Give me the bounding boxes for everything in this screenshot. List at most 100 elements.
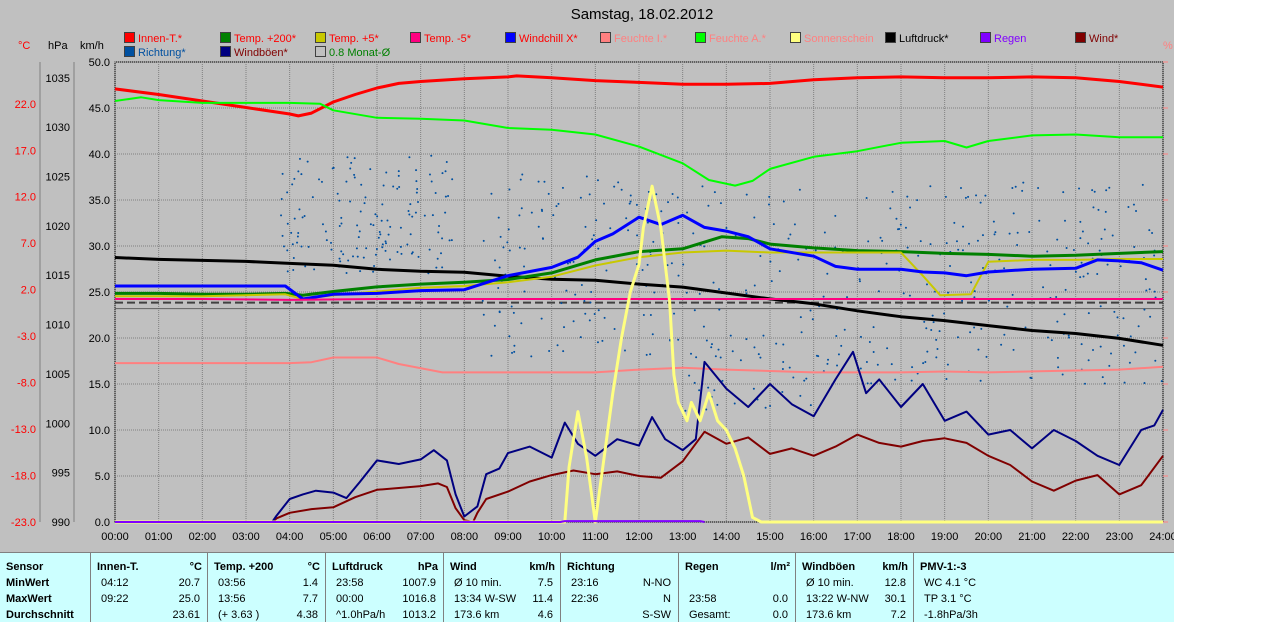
direction-point bbox=[523, 247, 526, 250]
direction-point bbox=[1024, 326, 1027, 329]
direction-point bbox=[1132, 203, 1135, 206]
direction-point bbox=[281, 234, 284, 237]
direction-point bbox=[498, 311, 501, 314]
direction-point bbox=[858, 280, 861, 283]
direction-point bbox=[1080, 343, 1083, 346]
stats-value: 11.4 bbox=[532, 593, 553, 605]
stats-header: Luftdruck bbox=[332, 561, 383, 573]
temp_c-tick-label: 7.0 bbox=[21, 238, 36, 250]
direction-point bbox=[561, 186, 564, 189]
direction-point bbox=[378, 231, 381, 234]
direction-point bbox=[440, 252, 443, 255]
direction-point bbox=[973, 290, 976, 293]
direction-point bbox=[935, 338, 938, 341]
direction-point bbox=[906, 195, 909, 198]
direction-point bbox=[1153, 254, 1156, 257]
temp_c-tick-label: -8.0 bbox=[17, 378, 36, 390]
direction-point bbox=[399, 245, 402, 248]
legend-label: Richtung* bbox=[138, 47, 186, 59]
legend-swatch bbox=[505, 32, 516, 43]
direction-point bbox=[628, 202, 631, 205]
wind_kmh-tick-label: 20.0 bbox=[89, 333, 110, 345]
direction-point bbox=[379, 233, 382, 236]
direction-point bbox=[973, 296, 976, 299]
direction-point bbox=[1003, 267, 1006, 270]
stats-cell: (+ 3.63 ) bbox=[218, 609, 260, 621]
direction-point bbox=[359, 210, 362, 213]
direction-point bbox=[789, 233, 792, 236]
stats-cell: WC 4.1 °C bbox=[924, 577, 977, 589]
direction-point bbox=[957, 248, 960, 251]
direction-point bbox=[646, 263, 649, 266]
direction-point bbox=[579, 196, 582, 199]
direction-point bbox=[555, 205, 558, 208]
direction-point bbox=[1065, 246, 1068, 249]
direction-point bbox=[692, 232, 695, 235]
direction-point bbox=[769, 405, 772, 408]
series-line bbox=[114, 96, 1163, 187]
direction-point bbox=[826, 272, 829, 275]
direction-point bbox=[710, 343, 713, 346]
legend-swatch bbox=[315, 46, 326, 57]
direction-point bbox=[635, 203, 638, 206]
direction-point bbox=[286, 270, 289, 273]
direction-point bbox=[384, 249, 387, 252]
stats-value: 23.61 bbox=[172, 609, 200, 621]
direction-point bbox=[782, 361, 785, 364]
direction-point bbox=[729, 334, 732, 337]
direction-point bbox=[381, 203, 384, 206]
direction-point bbox=[792, 376, 795, 379]
direction-point bbox=[868, 340, 871, 343]
direction-point bbox=[885, 262, 888, 265]
direction-point bbox=[1116, 316, 1119, 319]
direction-point bbox=[347, 259, 350, 262]
direction-point bbox=[625, 217, 628, 220]
direction-point bbox=[356, 255, 359, 258]
direction-point bbox=[417, 201, 420, 204]
direction-point bbox=[593, 313, 596, 316]
direction-point bbox=[1111, 234, 1114, 237]
legend-item: 0.8 Monat-Ø bbox=[315, 46, 390, 59]
stats-header: Wind bbox=[450, 561, 477, 573]
direction-point bbox=[684, 409, 687, 412]
direction-point bbox=[565, 289, 568, 292]
direction-point bbox=[685, 291, 688, 294]
direction-point bbox=[1021, 189, 1024, 192]
direction-point bbox=[1078, 187, 1081, 190]
direction-point bbox=[373, 265, 376, 268]
legend-swatch bbox=[315, 32, 326, 43]
direction-point bbox=[430, 180, 433, 183]
direction-point bbox=[438, 224, 441, 227]
direction-point bbox=[389, 225, 392, 228]
direction-point bbox=[1056, 238, 1059, 241]
x-tick-label: 13:00 bbox=[669, 531, 697, 543]
legend-swatch bbox=[220, 46, 231, 57]
direction-point bbox=[414, 211, 417, 214]
direction-point bbox=[886, 347, 889, 350]
direction-point bbox=[666, 264, 669, 267]
legend-item: Feuchte A.* bbox=[695, 32, 766, 45]
direction-point bbox=[866, 382, 869, 385]
direction-point bbox=[357, 236, 360, 239]
direction-point bbox=[1016, 231, 1019, 234]
direction-point bbox=[1104, 210, 1107, 213]
stats-unit: hPa bbox=[417, 561, 438, 573]
x-tick-label: 24:00 bbox=[1149, 531, 1174, 543]
direction-point bbox=[1084, 382, 1087, 385]
stats-value: 1013.2 bbox=[402, 609, 436, 621]
direction-point bbox=[318, 178, 321, 181]
direction-point bbox=[518, 214, 521, 217]
direction-point bbox=[324, 230, 327, 233]
direction-point bbox=[359, 270, 362, 273]
direction-point bbox=[542, 237, 545, 240]
direction-point bbox=[642, 313, 645, 316]
direction-point bbox=[1022, 181, 1025, 184]
direction-point bbox=[925, 327, 928, 330]
direction-point bbox=[352, 255, 355, 258]
stats-row-label: MaxWert bbox=[6, 593, 52, 605]
stats-cell: 173.6 km bbox=[806, 609, 852, 621]
direction-point bbox=[992, 220, 995, 223]
legend-item: Temp. +5* bbox=[315, 32, 379, 45]
direction-point bbox=[1098, 249, 1101, 252]
stats-cell: 173.6 km bbox=[454, 609, 500, 621]
